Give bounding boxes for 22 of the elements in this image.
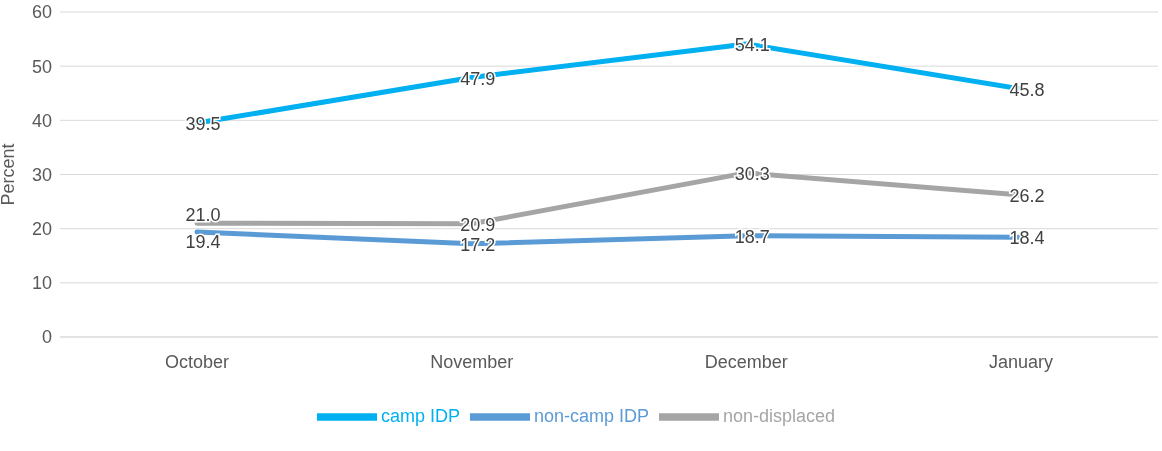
data-label: 26.2: [1009, 186, 1045, 207]
data-label: 30.3: [734, 163, 770, 184]
y-axis-title: Percent: [0, 143, 19, 206]
legend-label: camp IDP: [380, 405, 460, 426]
x-tick-label: October: [164, 351, 230, 372]
y-tick-label: 40: [31, 110, 52, 131]
x-tick-label: December: [704, 351, 788, 372]
y-tick-label: 50: [31, 56, 52, 77]
y-tick-label: 30: [31, 164, 52, 185]
data-label: 19.4: [185, 231, 221, 252]
data-label: 21.0: [185, 205, 221, 226]
legend-label: non-camp IDP: [533, 405, 649, 426]
x-tick-label: November: [430, 351, 514, 372]
y-tick-label: 60: [31, 2, 52, 23]
data-label: 18.4: [1009, 228, 1045, 249]
legend-label: non-displaced: [723, 405, 836, 426]
y-tick-label: 20: [31, 219, 52, 240]
data-label: 20.9: [460, 214, 496, 235]
y-tick-label: 0: [41, 327, 52, 348]
x-tick-label: January: [988, 351, 1054, 372]
y-tick-label: 10: [31, 273, 52, 294]
data-label: 45.8: [1009, 79, 1045, 100]
